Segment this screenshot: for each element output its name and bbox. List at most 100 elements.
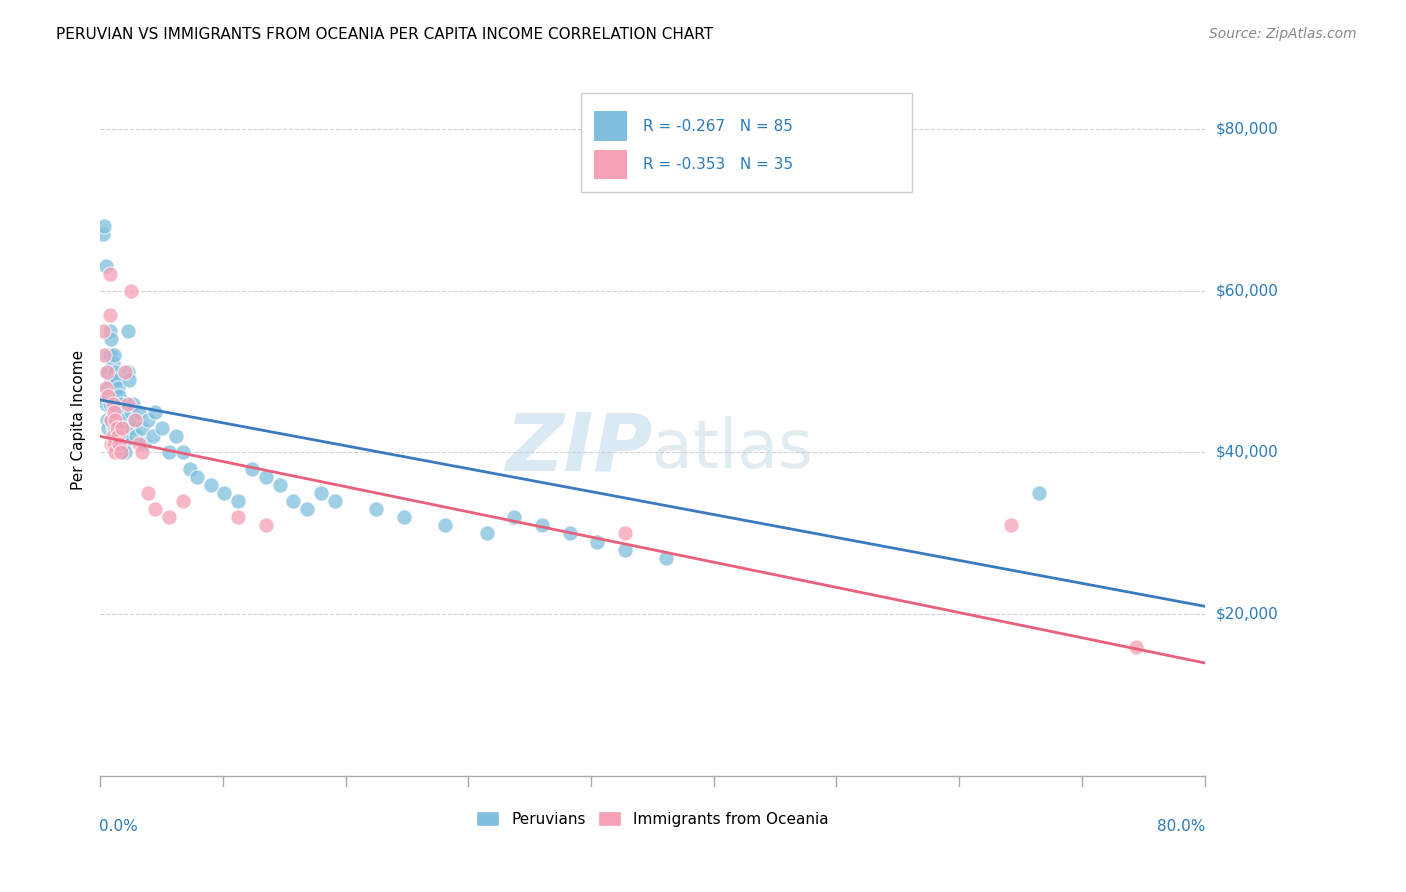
- Point: [613, 542, 636, 557]
- Point: [117, 324, 139, 338]
- Point: [114, 365, 136, 379]
- Y-axis label: Per Capita Income: Per Capita Income: [72, 350, 86, 491]
- Point: [103, 397, 125, 411]
- Point: [108, 437, 131, 451]
- Point: [269, 478, 291, 492]
- Point: [103, 373, 125, 387]
- Point: [131, 421, 153, 435]
- Point: [105, 429, 128, 443]
- Point: [101, 421, 124, 435]
- Point: [157, 510, 180, 524]
- Point: [226, 494, 249, 508]
- Text: Source: ZipAtlas.com: Source: ZipAtlas.com: [1209, 27, 1357, 41]
- Point: [111, 429, 134, 443]
- Point: [254, 469, 277, 483]
- Point: [475, 526, 498, 541]
- Point: [558, 526, 581, 541]
- Point: [101, 389, 124, 403]
- Point: [118, 373, 141, 387]
- Text: atlas: atlas: [652, 416, 813, 482]
- Point: [131, 445, 153, 459]
- Text: R = -0.267   N = 85: R = -0.267 N = 85: [644, 119, 793, 134]
- Point: [112, 413, 135, 427]
- Point: [103, 437, 125, 451]
- Point: [613, 526, 636, 541]
- Point: [98, 324, 121, 338]
- Text: $60,000: $60,000: [1216, 283, 1278, 298]
- Point: [117, 365, 139, 379]
- Point: [254, 518, 277, 533]
- Point: [93, 348, 115, 362]
- Point: [97, 381, 120, 395]
- Point: [110, 445, 132, 459]
- Point: [105, 405, 128, 419]
- Point: [186, 469, 208, 483]
- Point: [98, 268, 121, 282]
- Point: [104, 365, 127, 379]
- Point: [100, 413, 122, 427]
- Point: [124, 413, 146, 427]
- Point: [1000, 518, 1022, 533]
- Point: [138, 486, 160, 500]
- Point: [107, 429, 129, 443]
- Point: [120, 284, 142, 298]
- Point: [172, 494, 194, 508]
- Point: [366, 502, 388, 516]
- Point: [101, 429, 124, 443]
- Point: [94, 397, 117, 411]
- Point: [91, 324, 114, 338]
- Point: [103, 348, 125, 362]
- Point: [134, 437, 156, 451]
- FancyBboxPatch shape: [581, 93, 912, 193]
- Point: [503, 510, 526, 524]
- Point: [111, 421, 134, 435]
- Point: [138, 413, 160, 427]
- Point: [150, 421, 173, 435]
- Point: [434, 518, 457, 533]
- Point: [530, 518, 553, 533]
- Point: [97, 421, 120, 435]
- Point: [114, 421, 136, 435]
- Text: $40,000: $40,000: [1216, 445, 1278, 460]
- FancyBboxPatch shape: [593, 150, 627, 179]
- Point: [108, 389, 131, 403]
- Point: [100, 413, 122, 427]
- Point: [93, 219, 115, 233]
- Point: [114, 445, 136, 459]
- Point: [115, 429, 138, 443]
- Point: [104, 389, 127, 403]
- Point: [98, 308, 121, 322]
- Point: [105, 373, 128, 387]
- Point: [128, 437, 150, 451]
- Text: 80.0%: 80.0%: [1157, 819, 1205, 834]
- Text: $20,000: $20,000: [1216, 607, 1278, 622]
- Text: R = -0.353   N = 35: R = -0.353 N = 35: [644, 157, 793, 172]
- Point: [96, 389, 118, 403]
- Point: [655, 550, 678, 565]
- Point: [283, 494, 305, 508]
- Text: ZIP: ZIP: [505, 409, 652, 488]
- Point: [142, 429, 165, 443]
- Point: [1125, 640, 1147, 654]
- Point: [120, 405, 142, 419]
- Text: PERUVIAN VS IMMIGRANTS FROM OCEANIA PER CAPITA INCOME CORRELATION CHART: PERUVIAN VS IMMIGRANTS FROM OCEANIA PER …: [56, 27, 713, 42]
- Point: [323, 494, 346, 508]
- Point: [143, 405, 166, 419]
- Point: [295, 502, 318, 516]
- Point: [94, 260, 117, 274]
- Point: [214, 486, 236, 500]
- Point: [107, 381, 129, 395]
- Point: [96, 365, 118, 379]
- Point: [172, 445, 194, 459]
- Point: [107, 437, 129, 451]
- Point: [105, 421, 128, 435]
- Point: [110, 421, 132, 435]
- Point: [586, 534, 609, 549]
- Point: [143, 502, 166, 516]
- Point: [98, 348, 121, 362]
- Point: [108, 421, 131, 435]
- Point: [110, 445, 132, 459]
- Point: [96, 413, 118, 427]
- Point: [112, 437, 135, 451]
- Point: [200, 478, 222, 492]
